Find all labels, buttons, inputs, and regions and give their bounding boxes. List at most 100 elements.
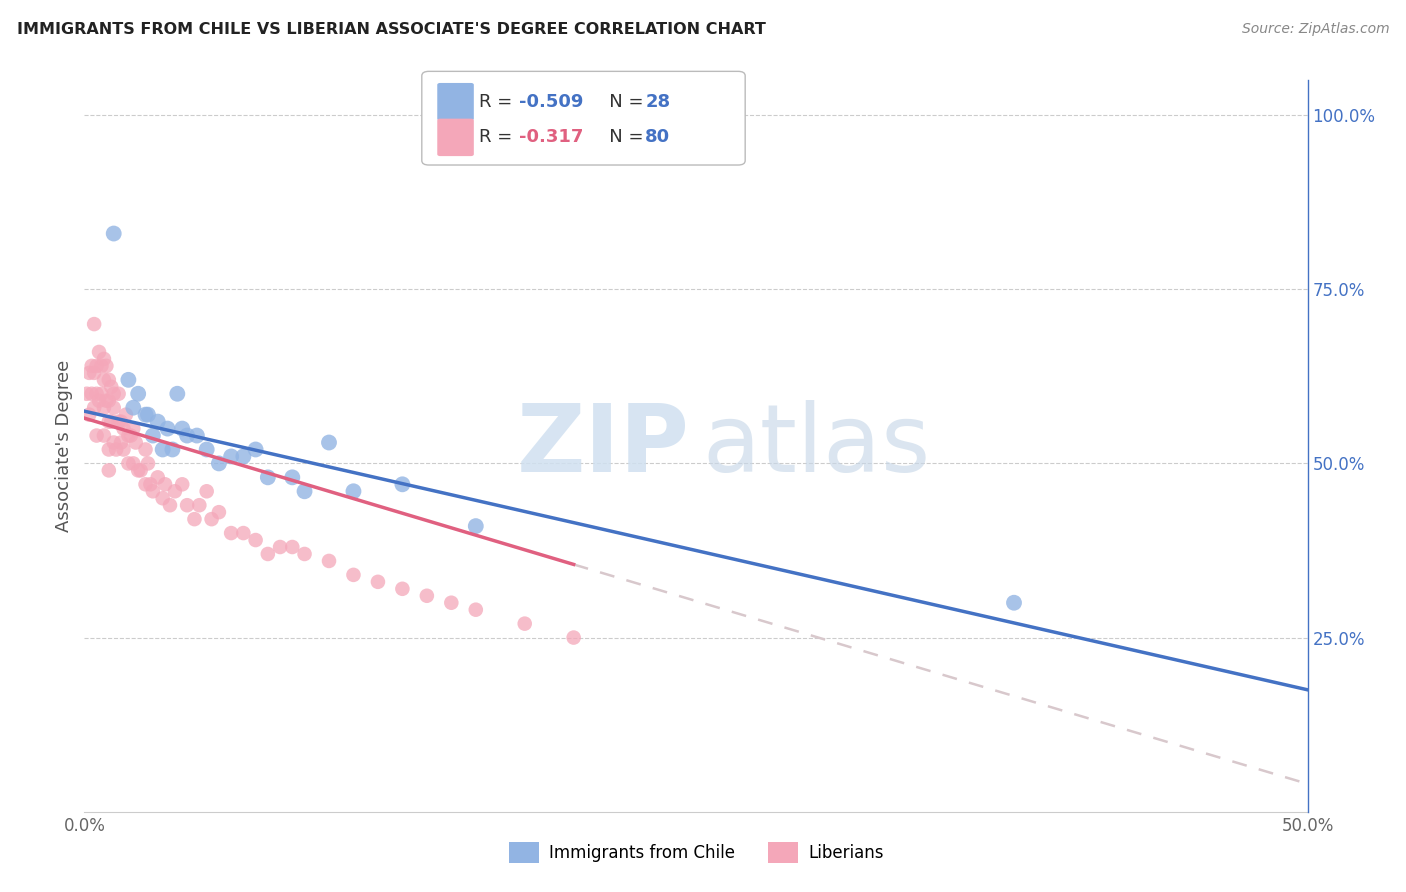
Point bbox=[391, 477, 413, 491]
Text: -0.317: -0.317 bbox=[519, 128, 583, 146]
Point bbox=[1002, 596, 1025, 610]
Point bbox=[318, 435, 340, 450]
Text: IMMIGRANTS FROM CHILE VS LIBERIAN ASSOCIATE'S DEGREE CORRELATION CHART: IMMIGRANTS FROM CHILE VS LIBERIAN ASSOCI… bbox=[17, 22, 766, 37]
Text: N =: N = bbox=[592, 93, 650, 111]
Point bbox=[97, 373, 120, 387]
Point bbox=[115, 408, 138, 422]
Point bbox=[281, 540, 304, 554]
Point bbox=[195, 442, 218, 457]
Point bbox=[176, 498, 198, 512]
Point bbox=[146, 415, 169, 429]
Point bbox=[183, 512, 205, 526]
Y-axis label: Associate's Degree: Associate's Degree bbox=[55, 359, 73, 533]
Point bbox=[90, 359, 112, 373]
Point bbox=[162, 442, 184, 457]
Point bbox=[120, 428, 142, 442]
Point bbox=[93, 351, 115, 366]
Point bbox=[129, 463, 152, 477]
Point bbox=[97, 393, 120, 408]
Point bbox=[100, 380, 122, 394]
Point bbox=[139, 477, 162, 491]
Point bbox=[107, 415, 129, 429]
Point bbox=[257, 547, 280, 561]
Point bbox=[97, 415, 120, 429]
Point bbox=[103, 386, 125, 401]
Point bbox=[86, 386, 108, 401]
Text: 80: 80 bbox=[645, 128, 671, 146]
Point bbox=[122, 421, 145, 435]
Point bbox=[142, 428, 165, 442]
Point bbox=[159, 498, 181, 512]
Point bbox=[245, 533, 267, 547]
Point bbox=[200, 512, 222, 526]
Text: atlas: atlas bbox=[702, 400, 931, 492]
Point bbox=[232, 526, 254, 541]
Legend: Immigrants from Chile, Liberians: Immigrants from Chile, Liberians bbox=[502, 836, 890, 869]
Point bbox=[166, 386, 188, 401]
Point bbox=[105, 442, 128, 457]
Point bbox=[97, 442, 120, 457]
Point bbox=[97, 463, 120, 477]
Point bbox=[176, 428, 198, 442]
Point bbox=[136, 457, 159, 471]
Point bbox=[195, 484, 218, 499]
Point bbox=[86, 428, 108, 442]
Point bbox=[117, 457, 139, 471]
Point bbox=[93, 401, 115, 415]
Point bbox=[142, 484, 165, 499]
Point bbox=[153, 477, 176, 491]
Point bbox=[117, 373, 139, 387]
Point bbox=[464, 519, 486, 533]
Point bbox=[83, 366, 105, 380]
Point bbox=[245, 442, 267, 457]
Point bbox=[232, 450, 254, 464]
Point bbox=[110, 415, 132, 429]
Point bbox=[80, 359, 103, 373]
Point bbox=[152, 442, 174, 457]
Point bbox=[122, 457, 145, 471]
Point bbox=[96, 359, 118, 373]
Point bbox=[93, 373, 115, 387]
Point bbox=[112, 442, 135, 457]
Point bbox=[152, 491, 174, 506]
Point bbox=[219, 526, 242, 541]
Point bbox=[208, 457, 231, 471]
Point bbox=[87, 345, 110, 359]
Point bbox=[136, 408, 159, 422]
Point bbox=[464, 603, 486, 617]
Point bbox=[188, 498, 211, 512]
Point bbox=[96, 393, 118, 408]
Text: -0.509: -0.509 bbox=[519, 93, 583, 111]
Point bbox=[103, 435, 125, 450]
Point bbox=[342, 484, 364, 499]
Point bbox=[93, 428, 115, 442]
Text: 28: 28 bbox=[645, 93, 671, 111]
Point bbox=[172, 421, 194, 435]
Point bbox=[294, 547, 316, 561]
Point bbox=[83, 317, 105, 331]
Point bbox=[127, 463, 149, 477]
Point bbox=[86, 359, 108, 373]
Point bbox=[110, 435, 132, 450]
Point bbox=[257, 470, 280, 484]
Text: N =: N = bbox=[592, 128, 650, 146]
Point bbox=[146, 470, 169, 484]
Point bbox=[76, 386, 98, 401]
Point bbox=[112, 421, 135, 435]
Point bbox=[172, 477, 194, 491]
Text: R =: R = bbox=[479, 128, 524, 146]
Point bbox=[219, 450, 242, 464]
Point bbox=[294, 484, 316, 499]
Point bbox=[77, 366, 100, 380]
Point bbox=[440, 596, 463, 610]
Point bbox=[117, 428, 139, 442]
Point bbox=[281, 470, 304, 484]
Point bbox=[83, 401, 105, 415]
Point bbox=[135, 477, 157, 491]
Text: ZIP: ZIP bbox=[517, 400, 690, 492]
Point bbox=[208, 505, 231, 519]
Point bbox=[269, 540, 291, 554]
Point bbox=[103, 401, 125, 415]
Point bbox=[125, 435, 148, 450]
Point bbox=[562, 631, 585, 645]
